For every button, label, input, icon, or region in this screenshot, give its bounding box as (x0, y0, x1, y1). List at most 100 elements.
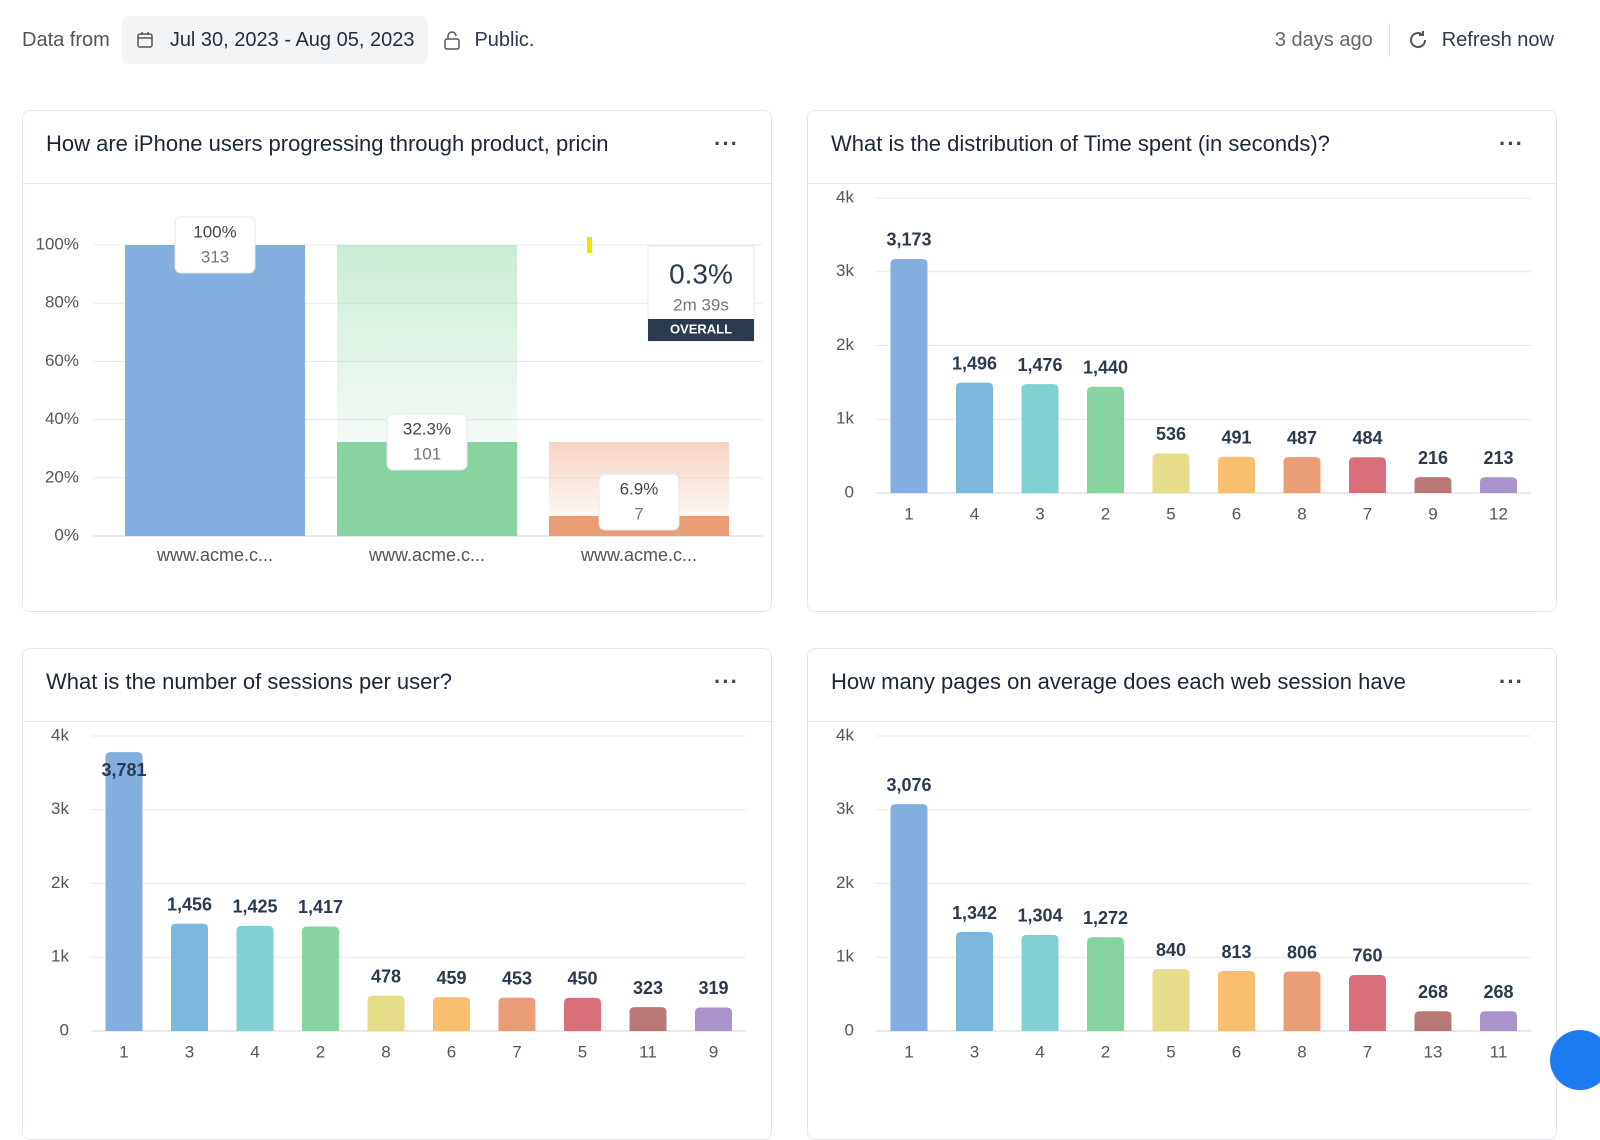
date-range: Jul 30, 2023 - Aug 05, 2023 (169, 28, 415, 51)
bar (1283, 971, 1321, 1031)
y-tick-label: 1k (836, 947, 854, 966)
bar (1349, 457, 1386, 493)
bar (1480, 477, 1517, 493)
y-tick-label: 100% (36, 234, 79, 253)
overall-label: OVERALL (670, 321, 732, 336)
x-tick-label: 9 (709, 1042, 718, 1061)
value-label: 484 (1352, 428, 1382, 448)
x-tick-label: 12 (1489, 504, 1508, 523)
chart: 0% 20% 40% 60% 80% 100% 100% 313 www.acme.c... 32… (36, 216, 763, 565)
bar (498, 997, 536, 1031)
chart: 0 1k 2k 3k 4k 3,781 1 1,456 3 1,425 4 1,417 2 478 8 459… (51, 725, 746, 1061)
y-tick-label: 3k (836, 799, 854, 818)
menu-button[interactable]: ··· (1499, 131, 1524, 156)
y-tick-label: 20% (45, 467, 79, 486)
bar (1414, 1011, 1452, 1031)
chat-button[interactable] (1550, 1030, 1600, 1090)
bar (367, 995, 405, 1031)
bar (956, 932, 993, 1031)
x-tick-label: 4 (250, 1042, 259, 1061)
chart-title: What is the number of sessions per user? (46, 669, 452, 694)
bar (629, 1007, 667, 1031)
x-tick-label: 4 (1035, 1042, 1044, 1061)
x-tick-label: 2 (316, 1042, 325, 1061)
x-tick-label: 7 (512, 1042, 521, 1061)
menu-button[interactable]: ··· (1499, 669, 1524, 694)
value-label: 1,440 (1083, 358, 1128, 378)
bar (956, 382, 993, 493)
y-tick-label: 1k (836, 409, 854, 428)
x-tick-label: 6 (447, 1042, 456, 1061)
bar (1152, 969, 1190, 1031)
y-tick-label: 40% (45, 409, 79, 428)
y-tick-label: 0% (54, 525, 79, 544)
bar (171, 923, 208, 1031)
y-tick-label: 60% (45, 351, 79, 370)
chart-card: What is the number of sessions per user?… (22, 648, 772, 1140)
value-label: 3,173 (886, 230, 931, 250)
bar (302, 926, 339, 1031)
drop-off-area (337, 245, 517, 443)
bar (564, 997, 601, 1031)
x-tick-label: 2 (1101, 1042, 1110, 1061)
refresh-button[interactable]: Refresh now (1441, 28, 1554, 51)
value-label: 1,272 (1083, 908, 1128, 928)
x-tick-label: 8 (1297, 1042, 1306, 1061)
x-tick-label: 6 (1232, 1042, 1241, 1061)
bar (1021, 384, 1059, 493)
value-label: 100% (193, 222, 236, 241)
bar (236, 925, 274, 1031)
value-label: 1,476 (1017, 355, 1062, 375)
bar (1152, 453, 1190, 493)
x-tick-label: 1 (904, 1042, 913, 1061)
updated-time: 3 days ago (1274, 28, 1373, 51)
value-label: 478 (371, 966, 401, 986)
date-range-button[interactable]: Jul 30, 2023 - Aug 05, 2023 (121, 16, 429, 64)
count-label: 101 (413, 444, 441, 463)
x-tick-label: 8 (381, 1042, 390, 1061)
x-tick-label: 11 (639, 1042, 657, 1061)
chart: 0 1k 2k 3k 4k 3,173 1 1,496 4 1,476 3 1,440 2 536 5 491… (836, 187, 1531, 523)
value-label: 450 (567, 969, 597, 989)
visibility[interactable]: Public. (474, 28, 535, 51)
chart-card: How are iPhone users progressing through… (22, 110, 772, 612)
value-label: 268 (1483, 982, 1513, 1002)
value-label: 813 (1221, 942, 1251, 962)
value-label: 1,425 (232, 897, 277, 917)
y-tick-label: 2k (51, 873, 69, 892)
menu-button[interactable]: ··· (714, 131, 739, 156)
bar (1414, 477, 1452, 493)
x-tick-label: 5 (1166, 504, 1175, 523)
value-label: 1,417 (298, 897, 343, 917)
value-label: 1,304 (1017, 906, 1062, 926)
y-tick-label: 2k (836, 335, 854, 354)
value-label: 6.9% (620, 479, 659, 498)
x-tick-label: 5 (578, 1042, 587, 1061)
value-label: 3,076 (886, 775, 931, 795)
bar (125, 245, 305, 536)
value-label: 3,781 (101, 760, 146, 780)
bar (105, 752, 143, 1031)
x-tick-label: 7 (1363, 1042, 1372, 1061)
value-label: 32.3% (403, 419, 451, 438)
bar (890, 258, 928, 493)
x-tick-label: 2 (1101, 504, 1110, 523)
chart: 01k2k3k4k3,07611,34231,30441,27228405813… (836, 725, 1531, 1061)
y-tick-label: 4k (51, 725, 69, 744)
y-tick-label: 3k (836, 261, 854, 280)
y-tick-label: 0 (845, 1020, 854, 1039)
x-tick-label: 4 (970, 504, 979, 523)
chart-card: How many pages on average does each web … (807, 648, 1557, 1140)
date-filter: Data from Jul 30, 2023 - Aug 05, 2023 Pu… (22, 16, 535, 64)
value-label: 213 (1483, 448, 1513, 468)
bar (1218, 971, 1255, 1031)
value-label: 840 (1156, 940, 1186, 960)
value-label: 319 (698, 978, 728, 998)
value-label: 459 (436, 968, 466, 988)
label-box (598, 473, 680, 531)
x-tick-label: 8 (1297, 504, 1306, 523)
y-tick-label: 0 (845, 482, 854, 501)
chart-title: How are iPhone users progressing through… (46, 131, 609, 156)
menu-button[interactable]: ··· (714, 669, 739, 694)
